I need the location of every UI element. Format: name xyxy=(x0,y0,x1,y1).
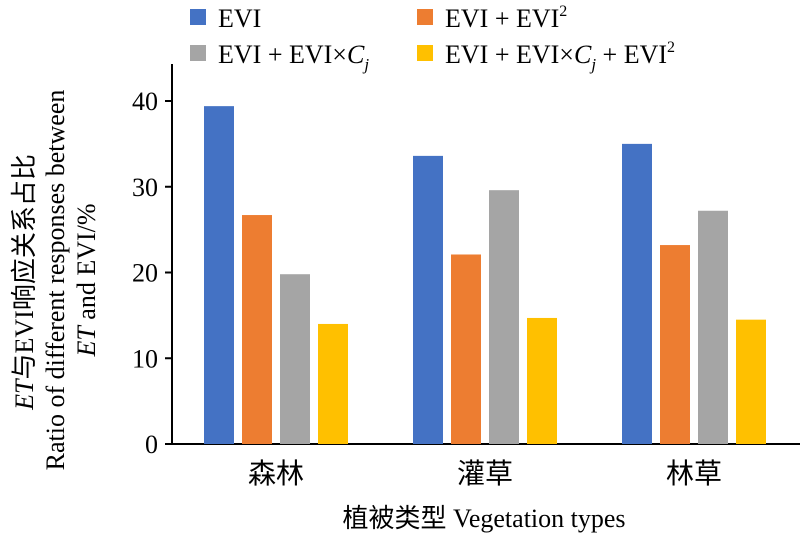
bar-3-2 xyxy=(489,190,519,444)
legend-label-evi-evicj-evi2: EVI + EVI×Cj + EVI2 xyxy=(445,39,675,74)
bar-4-3 xyxy=(736,319,766,444)
y-axis-title-line3: ET and EVI/% xyxy=(72,203,101,357)
x-tick-label: 灌草 xyxy=(457,458,513,490)
legend: EVI EVI + EVI2 EVI + EVI×Cj EVI + EVI×Cj… xyxy=(190,3,675,74)
bar-1-3 xyxy=(622,143,652,444)
y-tick-labels: 0 10 20 30 40 xyxy=(132,87,158,459)
bar-4-2 xyxy=(527,317,557,444)
y-tick-label: 20 xyxy=(132,259,158,288)
legend-swatch-evi xyxy=(190,9,206,25)
legend-label-evi: EVI xyxy=(218,4,261,33)
bar-3-3 xyxy=(698,210,728,444)
legend-label-evi-evicj: EVI + EVI×Cj xyxy=(218,40,369,74)
x-tick-label: 森林 xyxy=(248,458,304,490)
legend-label-evi-evi2: EVI + EVI2 xyxy=(445,3,567,33)
bar-2-1 xyxy=(242,215,272,444)
legend-swatch-evi-evicj-evi2 xyxy=(417,45,433,61)
x-tick-labels: 森林 灌草 林草 xyxy=(248,458,722,490)
bar-3-1 xyxy=(280,274,310,444)
y-tick-label: 0 xyxy=(145,430,158,459)
bars xyxy=(204,106,766,445)
legend-swatch-evi-evi2 xyxy=(417,9,433,25)
bar-2-2 xyxy=(451,254,481,444)
x-axis-title: 植被类型 Vegetation types xyxy=(342,504,625,533)
y-tick-label: 30 xyxy=(132,173,158,202)
legend-swatch-evi-evicj xyxy=(190,45,206,61)
bar-2-3 xyxy=(660,245,690,444)
y-axis-title-line2: Ratio of different responses between xyxy=(41,90,70,471)
x-tick-label: 林草 xyxy=(666,458,722,490)
y-axis-title-line1: ET与EVI响应关系占比 xyxy=(10,154,39,411)
y-tick-label: 40 xyxy=(132,87,158,116)
bar-1-2 xyxy=(413,155,443,444)
bar-4-1 xyxy=(318,323,348,444)
bar-1-1 xyxy=(204,106,234,445)
axes xyxy=(165,64,800,445)
y-tick-label: 10 xyxy=(132,344,158,373)
y-axis-title: ET与EVI响应关系占比 Ratio of different response… xyxy=(10,90,101,471)
